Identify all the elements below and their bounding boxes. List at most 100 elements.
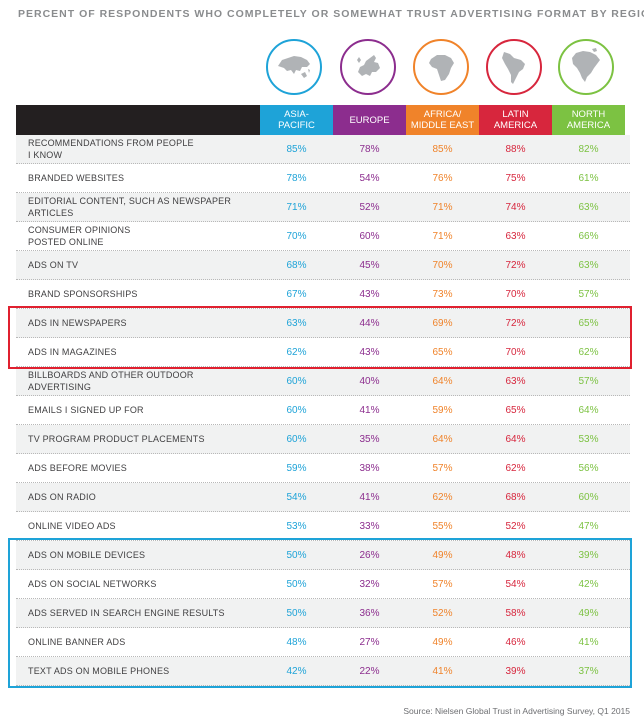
row-label: BILLBOARDS AND OTHER OUTDOOR ADVERTISING: [28, 370, 194, 392]
value-latam: 63%: [505, 231, 526, 242]
north-america-map-icon: [558, 39, 614, 95]
value-africa: 62%: [432, 492, 453, 503]
value-africa: 52%: [432, 608, 453, 619]
value-europe: 41%: [359, 492, 380, 503]
value-na: 57%: [578, 289, 599, 300]
header-row: ASIA- PACIFIC EUROPE AFRICA/MIDDLE EAST L…: [16, 105, 630, 135]
value-na: 39%: [578, 550, 599, 561]
value-latam: 70%: [505, 347, 526, 358]
value-latam: 88%: [505, 144, 526, 155]
highlight-box-print: [8, 306, 632, 369]
value-europe: 33%: [359, 521, 380, 532]
row-divider: [16, 395, 630, 396]
table-row: CONSUMER OPINIONS POSTED ONLINE 70% 60% 71% 6…: [16, 222, 630, 251]
value-europe: 54%: [359, 173, 380, 184]
table-row: BILLBOARDS AND OTHER OUTDOOR ADVERTISING 6…: [16, 367, 630, 396]
value-latam: 63%: [505, 376, 526, 387]
asia-map-icon: [266, 39, 322, 95]
value-africa: 64%: [432, 434, 453, 445]
value-africa: 41%: [432, 666, 453, 677]
value-europe: 60%: [359, 231, 380, 242]
value-africa: 57%: [432, 579, 453, 590]
table-row: ADS ON TV 68% 45% 70% 72% 63%: [16, 251, 630, 280]
value-europe: 45%: [359, 260, 380, 271]
latin-america-map-icon: [486, 39, 542, 95]
value-latam: 48%: [505, 550, 526, 561]
value-latam: 64%: [505, 434, 526, 445]
value-latam: 39%: [505, 666, 526, 677]
value-europe: 35%: [359, 434, 380, 445]
table-row: ADS ON SOCIAL NETWORKS 50% 32% 57% 54% 42%: [16, 570, 630, 599]
table-row: ADS IN NEWSPAPERS 63% 44% 69% 72% 65%: [16, 309, 630, 338]
row-background: [16, 396, 630, 425]
row-background: [16, 280, 630, 309]
value-europe: 41%: [359, 405, 380, 416]
row-background: [16, 454, 630, 483]
value-asia: 42%: [286, 666, 307, 677]
row-divider: [16, 598, 630, 599]
region-icons: [0, 0, 644, 104]
value-latam: 62%: [505, 463, 526, 474]
row-background: [16, 367, 630, 396]
row-divider: [16, 685, 630, 686]
row-background: [16, 135, 630, 164]
value-na: 53%: [578, 434, 599, 445]
row-divider: [16, 569, 630, 570]
row-label: ADS SERVED IN SEARCH ENGINE RESULTS: [28, 607, 225, 618]
value-na: 63%: [578, 260, 599, 271]
row-background: [16, 541, 630, 570]
row-divider: [16, 482, 630, 483]
value-na: 82%: [578, 144, 599, 155]
value-asia: 78%: [286, 173, 307, 184]
value-asia: 60%: [286, 405, 307, 416]
value-latam: 72%: [505, 318, 526, 329]
row-divider: [16, 163, 630, 164]
table-row: ONLINE BANNER ADS 48% 27% 49% 46% 41%: [16, 628, 630, 657]
value-latam: 65%: [505, 405, 526, 416]
row-background: [16, 338, 630, 367]
row-label: ONLINE BANNER ADS: [28, 636, 126, 647]
row-background: [16, 628, 630, 657]
table-row: ADS BEFORE MOVIES 59% 38% 57% 62% 56%: [16, 454, 630, 483]
row-label: EDITORIAL CONTENT, SUCH AS NEWSPAPER ARTI…: [28, 196, 232, 218]
column-header-north-america: NORTH AMERICA: [552, 105, 625, 135]
value-europe: 43%: [359, 289, 380, 300]
highlight-box-digital: [8, 538, 632, 688]
row-label: ADS ON SOCIAL NETWORKS: [28, 578, 157, 589]
value-africa: 55%: [432, 521, 453, 532]
value-africa: 49%: [432, 550, 453, 561]
table-row: EMAILS I SIGNED UP FOR 60% 41% 59% 65% 64%: [16, 396, 630, 425]
value-na: 56%: [578, 463, 599, 474]
row-label: ADS IN NEWSPAPERS: [28, 317, 127, 328]
value-africa: 69%: [432, 318, 453, 329]
value-africa: 64%: [432, 376, 453, 387]
table-row: TV PROGRAM PRODUCT PLACEMENTS 60% 35% 64% 64…: [16, 425, 630, 454]
value-europe: 26%: [359, 550, 380, 561]
row-background: [16, 512, 630, 541]
value-africa: 71%: [432, 231, 453, 242]
row-label: BRAND SPONSORSHIPS: [28, 288, 138, 299]
row-divider: [16, 511, 630, 512]
row-background: [16, 570, 630, 599]
table-row: TEXT ADS ON MOBILE PHONES 42% 22% 41% 39% 37%: [16, 657, 630, 686]
row-background: [16, 483, 630, 512]
value-na: 65%: [578, 318, 599, 329]
value-latam: 72%: [505, 260, 526, 271]
value-asia: 67%: [286, 289, 307, 300]
value-africa: 65%: [432, 347, 453, 358]
value-africa: 71%: [432, 202, 453, 213]
row-label: BRANDED WEBSITES: [28, 172, 125, 183]
value-europe: 40%: [359, 376, 380, 387]
value-asia: 50%: [286, 608, 307, 619]
row-label: TV PROGRAM PRODUCT PLACEMENTS: [28, 433, 205, 444]
row-divider: [16, 627, 630, 628]
value-asia: 63%: [286, 318, 307, 329]
value-latam: 54%: [505, 579, 526, 590]
row-divider: [16, 453, 630, 454]
value-na: 42%: [578, 579, 599, 590]
value-africa: 76%: [432, 173, 453, 184]
value-asia: 70%: [286, 231, 307, 242]
value-africa: 70%: [432, 260, 453, 271]
table-row: BRANDED WEBSITES 78% 54% 76% 75% 61%: [16, 164, 630, 193]
value-asia: 48%: [286, 637, 307, 648]
